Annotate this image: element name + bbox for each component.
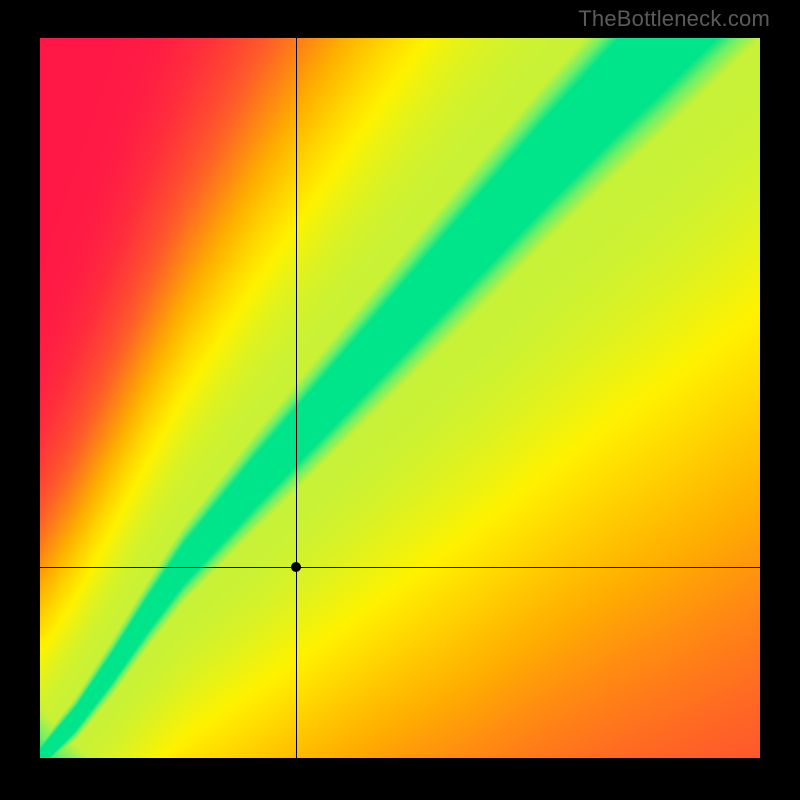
crosshair-point xyxy=(291,562,301,572)
heatmap-plot xyxy=(40,38,760,758)
crosshair-horizontal xyxy=(40,567,760,568)
crosshair-vertical xyxy=(296,38,297,758)
heatmap-canvas xyxy=(40,38,760,758)
watermark-text: TheBottleneck.com xyxy=(578,6,770,32)
